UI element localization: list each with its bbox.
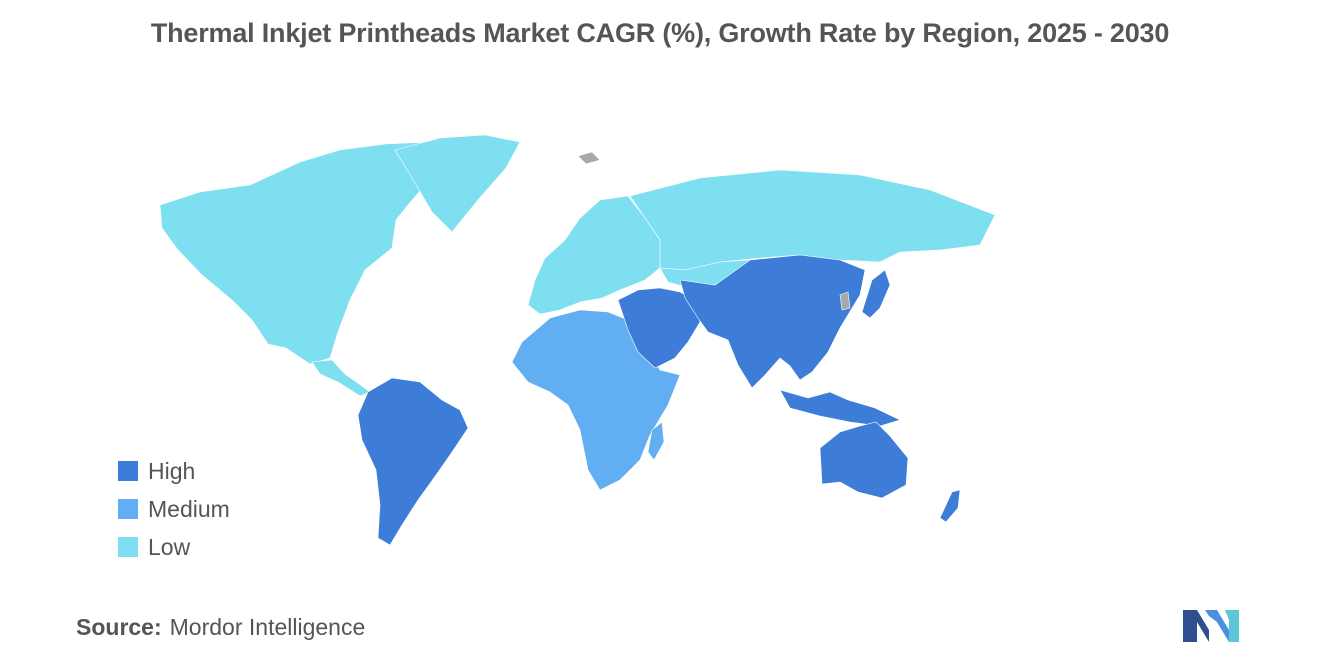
legend-label: Low (148, 533, 191, 560)
legend-label: Medium (148, 495, 230, 522)
legend-label: High (148, 457, 196, 484)
region-greenland (394, 134, 521, 233)
region-central-america (311, 359, 371, 397)
legend-item-low: Low (118, 528, 230, 566)
legend-swatch (118, 537, 138, 557)
source-value: Mordor Intelligence (169, 614, 366, 640)
region-korea-no-data (839, 291, 851, 311)
mordor-intelligence-logo-icon (1183, 610, 1239, 642)
region-south-america (357, 377, 469, 546)
source-line: Source: Mordor Intelligence (76, 614, 365, 641)
region-asia (679, 254, 866, 389)
world-map (159, 134, 996, 546)
region-middle-east (617, 287, 701, 369)
region-africa (511, 309, 681, 491)
region-australia (819, 421, 909, 499)
region-svalbard-no-data (577, 151, 601, 165)
region-japan (861, 269, 891, 319)
legend-item-high: High (118, 452, 230, 490)
region-madagascar (647, 421, 665, 461)
legend: High Medium Low (118, 452, 230, 566)
chart-title: Thermal Inkjet Printheads Market CAGR (%… (150, 18, 1170, 48)
legend-item-medium: Medium (118, 490, 230, 528)
region-southeast-asia (779, 389, 901, 427)
region-new-zealand (939, 489, 961, 523)
region-russia (629, 169, 996, 271)
region-north-america (159, 141, 439, 365)
source-label: Source: (76, 614, 162, 640)
legend-swatch (118, 499, 138, 519)
legend-swatch (118, 461, 138, 481)
